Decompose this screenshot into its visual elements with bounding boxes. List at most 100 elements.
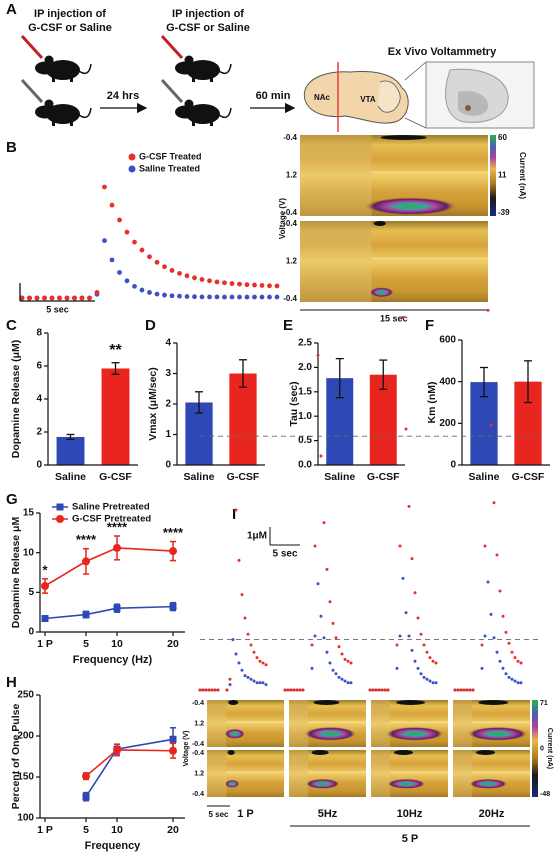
heatmap-streak — [472, 771, 530, 774]
trace-dot — [410, 557, 414, 561]
legend-marker — [128, 165, 136, 173]
trace-dot — [201, 688, 205, 692]
column-label: 1 P — [237, 808, 254, 820]
trace-dot — [234, 508, 238, 512]
trace-dot — [480, 643, 484, 647]
trace-dot — [319, 614, 323, 618]
trace-dot — [117, 217, 122, 223]
trace-dot — [259, 294, 265, 300]
heatmap-blob — [305, 778, 340, 789]
series-line — [44, 547, 174, 587]
scale-bar-label: 5 sec — [272, 549, 297, 560]
y-axis-label: Percent of One Pulse — [10, 704, 22, 810]
heatmap-dark — [227, 750, 235, 755]
scale-bar-label: 15 sec — [380, 313, 408, 323]
heatmap-dark — [394, 750, 414, 755]
heatmap-dark — [228, 700, 239, 705]
trace-dot — [322, 636, 326, 640]
y-tick-label: 15 — [23, 508, 35, 519]
trace-dot — [316, 582, 320, 586]
y-tick-label: 1.2 — [194, 770, 204, 777]
y-tick-label: 0 — [36, 460, 42, 471]
trace-dot — [325, 650, 329, 654]
legend-marker — [56, 515, 64, 523]
heatmap-baseline — [289, 750, 309, 797]
heatmap-baseline — [289, 700, 309, 747]
x-tick-label: Saline — [469, 471, 500, 483]
colorbar-tick-label: 0 — [540, 745, 544, 752]
heatmap-baseline — [207, 700, 227, 747]
x-tick-label: 20 — [167, 638, 179, 650]
trace-dot — [401, 576, 405, 580]
y-tick-label: -0.4 — [192, 700, 204, 707]
x-tick-label: G-CSF — [367, 471, 400, 483]
marker — [113, 745, 121, 754]
trace-dot — [513, 679, 517, 683]
trace-dot — [192, 275, 197, 281]
heatmap-blob — [304, 726, 357, 741]
legend-marker — [128, 153, 136, 161]
trace-dot — [261, 681, 265, 685]
trace-dot — [213, 688, 217, 692]
trace-dot — [229, 294, 235, 300]
trace-dot — [109, 202, 115, 208]
trace-dot — [162, 264, 167, 270]
trace-dot — [228, 677, 232, 681]
trace-dot — [243, 616, 247, 620]
trace-dot — [349, 661, 353, 665]
trace-dot — [259, 283, 265, 288]
trace-dot — [237, 294, 242, 300]
trace-dot — [64, 295, 70, 301]
trace-dot — [407, 504, 411, 508]
x-tick-label: Saline — [324, 471, 355, 483]
trace-dot — [501, 666, 505, 670]
bar — [101, 368, 130, 465]
trace-dot — [434, 681, 438, 685]
step-text: G-CSF or Saline — [28, 22, 112, 34]
colorbar-label: Current (nA) — [546, 728, 553, 769]
heatmap-streak — [390, 771, 448, 774]
electrode-site — [465, 105, 471, 111]
group-label: 5 P — [402, 833, 419, 845]
trace-dot — [489, 423, 493, 427]
trace-dot — [214, 279, 220, 285]
trace-dot — [413, 591, 417, 595]
series-line — [85, 738, 174, 798]
trace-dot — [87, 295, 92, 301]
trace-dot — [57, 295, 62, 301]
heatmap-dark — [476, 750, 496, 755]
y-axis-label: Voltage (V) — [278, 198, 287, 240]
trace-dot — [407, 634, 411, 638]
trace-dot — [322, 521, 326, 525]
y-tick-label: -0.4 — [283, 294, 297, 303]
x-tick-label: 10 — [111, 824, 123, 836]
annotation: **** — [76, 532, 97, 547]
y-tick-label: 2 — [36, 427, 42, 438]
trace-dot — [102, 184, 107, 190]
y-tick-label: 200 — [439, 418, 456, 429]
series-line — [85, 749, 174, 777]
heatmap-streak — [472, 721, 530, 724]
trace-dot — [319, 454, 323, 458]
trace-dot — [214, 294, 220, 300]
y-tick-label: 1.5 — [298, 386, 312, 397]
trace-dot — [49, 295, 55, 301]
trace-dot — [139, 287, 145, 293]
trace-dot — [207, 278, 212, 284]
region-label: NAc — [314, 93, 331, 102]
trace-dot — [162, 292, 167, 298]
trace-dot — [519, 661, 523, 665]
colorbar-tick-label: -39 — [498, 208, 510, 217]
x-tick-label: 1 P — [37, 638, 53, 650]
trace-dot — [507, 641, 511, 645]
trace-dot — [124, 278, 130, 284]
heatmap-baseline — [371, 700, 391, 747]
trace-dot — [252, 650, 256, 654]
trace-dot — [267, 283, 272, 289]
trace-dot — [495, 650, 499, 654]
trace-dot — [252, 282, 257, 288]
trace-dot — [240, 668, 244, 672]
panel-label: I — [232, 506, 236, 523]
trace-dot — [459, 688, 463, 692]
